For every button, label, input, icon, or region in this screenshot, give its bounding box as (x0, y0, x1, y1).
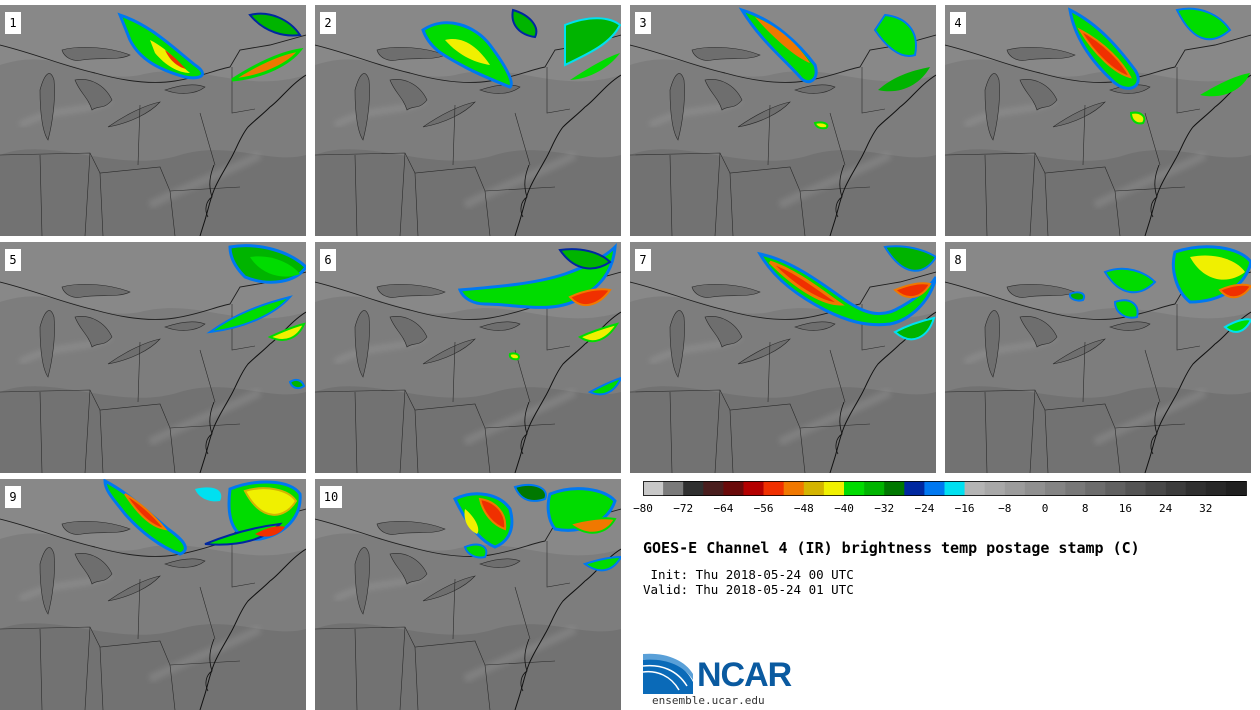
colorbar-tick-label: −48 (793, 502, 814, 515)
map-panel-5 (0, 242, 306, 473)
colorbar-box (1185, 481, 1207, 496)
colorbar-box (1045, 481, 1066, 496)
panel-label: 3 (635, 12, 651, 34)
ensemble-panel-4: 4 (945, 5, 1251, 236)
panel-label: 8 (950, 249, 966, 271)
ensemble-panel-5: 5 (0, 242, 306, 473)
colorbar-tick-label: −56 (753, 502, 774, 515)
colorbar-box (1225, 481, 1247, 496)
ensemble-panel-2: 2 (315, 5, 621, 236)
colorbar-box (803, 481, 825, 496)
colorbar-box (823, 481, 845, 496)
map-panel-8 (945, 242, 1251, 473)
site-url: ensemble.ucar.edu (652, 694, 765, 707)
logo-text: NCAR (697, 656, 792, 694)
colorbar-box (1165, 481, 1186, 496)
colorbar (643, 481, 1247, 496)
map-panel-1 (0, 5, 306, 236)
colorbar-box (1105, 481, 1126, 496)
colorbar-box (723, 481, 744, 496)
ensemble-panel-3: 3 (630, 5, 936, 236)
colorbar-box (864, 481, 885, 496)
panel-label: 9 (5, 486, 21, 508)
colorbar-tick-label: −24 (914, 502, 935, 515)
panel-label: 4 (950, 12, 966, 34)
ncar-logo-icon (643, 653, 693, 694)
colorbar-box (944, 481, 965, 496)
valid-time: Valid: Thu 2018-05-24 01 UTC (643, 582, 854, 597)
panel-label: 6 (320, 249, 336, 271)
colorbar-box (1145, 481, 1166, 496)
colorbar-box (1085, 481, 1106, 496)
colorbar-box (1205, 481, 1227, 496)
colorbar-tick-label: 32 (1199, 502, 1213, 515)
panel-label: 2 (320, 12, 336, 34)
colorbar-tick-label: −8 (998, 502, 1012, 515)
colorbar-box (844, 481, 865, 496)
init-time: Init: Thu 2018-05-24 00 UTC (643, 567, 854, 582)
colorbar-tick-label: −16 (954, 502, 975, 515)
colorbar-tick-label: −32 (874, 502, 895, 515)
colorbar-tick-label: 8 (1081, 502, 1089, 515)
figure-title: GOES-E Channel 4 (IR) brightness temp po… (643, 539, 1140, 557)
colorbar-box (924, 481, 945, 496)
colorbar-tick-label: −40 (834, 502, 854, 515)
colorbar-tick-label: −80 (633, 502, 653, 515)
ensemble-panel-1: 1 (0, 5, 306, 236)
ensemble-panel-7: 7 (630, 242, 936, 473)
panel-label: 7 (635, 249, 651, 271)
panel-label: 10 (320, 486, 342, 508)
map-panel-2 (315, 5, 621, 236)
ensemble-panel-10: 10 (315, 479, 621, 710)
map-panel-9 (0, 479, 306, 710)
colorbar-box (1024, 481, 1046, 496)
colorbar-box (1125, 481, 1146, 496)
colorbar-box (683, 481, 704, 496)
colorbar-box (1004, 481, 1026, 496)
colorbar-box (663, 481, 684, 496)
panel-label: 5 (5, 249, 21, 271)
colorbar-box (984, 481, 1006, 496)
colorbar-box (783, 481, 805, 496)
colorbar-box (643, 481, 664, 496)
colorbar-tick-label: 0 (1041, 502, 1049, 515)
colorbar-box (884, 481, 905, 496)
colorbar-box (1065, 481, 1086, 496)
colorbar-ticks: −80 −72 −64 −56 −48 −40 −32 −24 −16 −8 0 8 16 24 32 (633, 502, 1260, 520)
colorbar-tick-label: 16 (1118, 502, 1133, 515)
colorbar-tick-label: −64 (713, 502, 734, 515)
colorbar-tick-label: −72 (673, 502, 694, 515)
colorbar-box (964, 481, 985, 496)
ensemble-panel-6: 6 (315, 242, 621, 473)
panel-label: 1 (5, 12, 21, 34)
map-panel-4 (945, 5, 1251, 236)
ensemble-panel-9: 9 (0, 479, 306, 710)
colorbar-box (763, 481, 784, 496)
map-panel-6 (315, 242, 621, 473)
ensemble-panel-8: 8 (945, 242, 1251, 473)
map-panel-10 (315, 479, 621, 710)
map-panel-7 (630, 242, 936, 473)
map-panel-3 (630, 5, 936, 236)
colorbar-box (904, 481, 925, 496)
colorbar-tick-label: 24 (1158, 502, 1173, 515)
colorbar-border (643, 481, 1247, 496)
colorbar-box (743, 481, 764, 496)
colorbar-box (703, 481, 724, 496)
